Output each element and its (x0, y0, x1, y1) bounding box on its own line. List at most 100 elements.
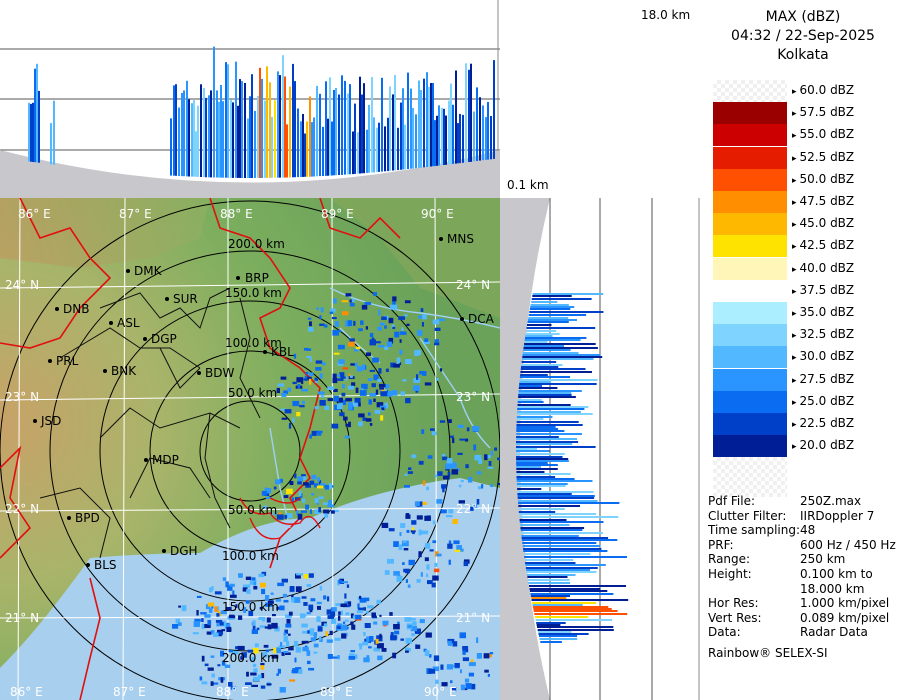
city-dmk: DMK (126, 264, 163, 278)
longitude-labels-top: 86° E 87° E 88° E 89° E 90° E (18, 207, 454, 221)
info-value: 0.089 km/pixel (800, 610, 890, 625)
legend-label: 50.0 dBZ (792, 172, 855, 186)
svg-text:DGH: DGH (170, 544, 198, 558)
legend-label: 57.5 dBZ (792, 105, 855, 119)
svg-text:BPD: BPD (75, 511, 100, 525)
legend-label: 52.5 dBZ (792, 150, 855, 164)
svg-text:87° E: 87° E (113, 685, 146, 699)
svg-text:JSD: JSD (40, 414, 61, 428)
station-name: Kolkata (777, 47, 829, 63)
svg-text:BDW: BDW (205, 366, 234, 380)
city-jsd: JSD (33, 414, 61, 428)
city-brp: BRP (236, 271, 269, 285)
svg-text:SUR: SUR (173, 292, 198, 306)
svg-text:86° E: 86° E (10, 685, 43, 699)
svg-text:ASL: ASL (117, 316, 140, 330)
legend-swatch (713, 413, 787, 435)
city-bpd: BPD (67, 511, 100, 525)
info-key: Pdf File: (708, 494, 756, 508)
svg-text:86° E: 86° E (18, 207, 51, 221)
state-boundaries (0, 198, 401, 700)
legend-swatch (713, 324, 787, 347)
info-key: Time sampling: (708, 523, 801, 538)
city-sur: SUR (165, 292, 198, 306)
svg-text:BNK: BNK (111, 364, 137, 378)
right-echo-rows (516, 293, 629, 643)
latitude-labels-right: 24° N 23° N 22° N 21° N (456, 278, 490, 625)
top-echo-columns (28, 46, 495, 178)
legend-swatch (713, 102, 787, 125)
ring-label-50-north: 50.0 km (228, 386, 277, 400)
svg-text:87° E: 87° E (119, 207, 152, 221)
height-label-top: 18.0 km (641, 8, 691, 22)
info-value: 250Z.max (800, 494, 862, 508)
info-key: Hor Res: (708, 596, 759, 611)
svg-text:PRL: PRL (56, 354, 79, 368)
right-cross-section-panel (500, 198, 700, 700)
info-value: 0.100 km to (800, 567, 873, 581)
legend-label: 20.0 dBZ (792, 438, 855, 452)
range-ring-labels: 200.0 km 150.0 km 100.0 km 50.0 km 50.0 … (222, 237, 285, 665)
svg-text:MDP: MDP (152, 453, 179, 467)
city-bdw: BDW (197, 366, 234, 380)
svg-text:24° N: 24° N (5, 278, 39, 292)
legend-swatch (713, 124, 787, 147)
info-value: 18.000 km (800, 581, 865, 596)
svg-text:90° E: 90° E (424, 685, 457, 699)
latitude-labels-left: 24° N 23° N 22° N 21° N (5, 278, 39, 625)
legend-label: 32.5 dBZ (792, 327, 855, 341)
footer-credit: Rainbow® SELEX-SI (708, 646, 828, 660)
longitude-labels-bottom: 86° E 87° E 88° E 89° E 90° E (10, 685, 457, 699)
legend-swatch (713, 279, 787, 302)
city-asl: ASL (109, 316, 140, 330)
info-value: 600 Hz / 450 Hz (800, 537, 896, 552)
legend-swatch (713, 302, 787, 324)
city-bls: BLS (86, 558, 117, 572)
info-value: 1.000 km/pixel (800, 596, 890, 611)
legend-swatch (713, 346, 787, 369)
legend-label: 42.5 dBZ (792, 238, 855, 252)
svg-text:23° N: 23° N (5, 390, 39, 404)
product-datetime: 04:32 / 22-Sep-2025 (731, 28, 875, 44)
svg-text:22° N: 22° N (456, 502, 490, 516)
legend-swatch (713, 257, 787, 280)
legend-label: 47.5 dBZ (792, 194, 855, 208)
svg-text:24° N: 24° N (456, 278, 490, 292)
info-value: IIRDoppler 7 (800, 508, 875, 523)
legend-label: 40.0 dBZ (792, 261, 855, 275)
legend-label: 30.0 dBZ (792, 349, 855, 363)
city-markers: MNS DMK BRP SUR DNB ASL DGP DCA KBL PRL … (33, 232, 495, 572)
radar-map: MNS DMK BRP SUR DNB ASL DGP DCA KBL PRL … (0, 198, 500, 700)
legend-label: 35.0 dBZ (792, 305, 855, 319)
legend-swatch (713, 191, 787, 213)
svg-text:89° E: 89° E (320, 685, 353, 699)
legend-swatch (713, 80, 787, 102)
dbz-color-legend: 60.0 dBZ 57.5 dBZ 55.0 dBZ 52.5 dBZ 50.0 dBZ… (700, 80, 906, 498)
district-boundaries (39, 287, 261, 559)
legend-label: 22.5 dBZ (792, 416, 855, 430)
svg-text:MNS: MNS (447, 232, 474, 246)
ring-label-200-north: 200.0 km (228, 237, 285, 251)
legend-swatch (713, 146, 787, 169)
svg-text:DMK: DMK (134, 264, 163, 278)
legend-label: 25.0 dBZ (792, 394, 855, 408)
ring-label-50-south: 50.0 km (228, 503, 277, 517)
legend-label: 45.0 dBZ (792, 216, 855, 230)
legend-label: 27.5 dBZ (792, 372, 855, 386)
svg-text:BLS: BLS (94, 558, 117, 572)
svg-text:89° E: 89° E (321, 207, 354, 221)
city-dca: DCA (460, 312, 495, 326)
legend-swatch (713, 390, 787, 413)
svg-text:KBL: KBL (271, 345, 294, 359)
legend-swatch (713, 168, 787, 191)
info-key: Data: (708, 625, 741, 640)
city-bnk: BNK (103, 364, 137, 378)
legend-no-data-swatch (713, 457, 787, 498)
info-key: Vert Res: (708, 610, 762, 625)
svg-text:DGP: DGP (151, 332, 177, 346)
svg-text:21° N: 21° N (456, 611, 490, 625)
city-kbl: KBL (263, 345, 294, 359)
ring-label-150-north: 150.0 km (225, 286, 282, 300)
legend-label: 60.0 dBZ (792, 83, 855, 97)
info-value: 250 km (800, 552, 846, 567)
